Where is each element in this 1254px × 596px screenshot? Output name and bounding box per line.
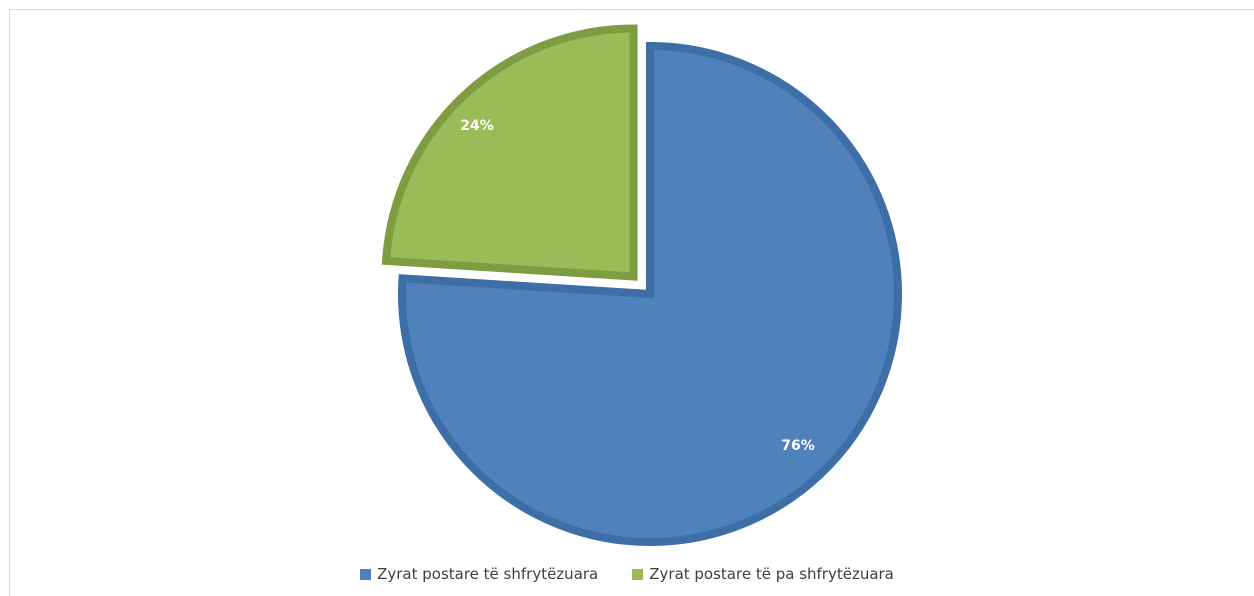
- pie-slice-pa-shfrytezuara: [381, 24, 638, 281]
- legend-label-pa-shfrytezuara: Zyrat postare të pa shfrytëzuara: [649, 565, 894, 583]
- legend-swatch-green: [632, 568, 644, 580]
- legend-label-shfrytezuara: Zyrat postare të shfrytëzuara: [377, 565, 599, 583]
- data-label-24: 24%: [460, 118, 494, 134]
- legend-swatch-blue: [360, 568, 372, 580]
- legend: Zyrat postare të shfrytëzuara Zyrat post…: [0, 565, 1254, 583]
- legend-item-shfrytezuara: Zyrat postare të shfrytëzuara: [360, 565, 598, 583]
- data-label-76: 76%: [781, 438, 815, 454]
- pie-slice-shfrytezuara: [398, 41, 902, 546]
- legend-item-pa-shfrytezuara: Zyrat postare të pa shfrytëzuara: [632, 565, 894, 583]
